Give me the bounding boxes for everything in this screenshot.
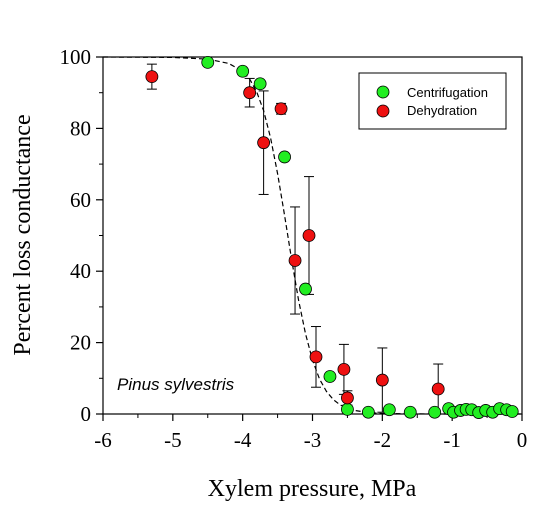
data-point-dehydration [431,382,445,396]
data-point-centrifugation [505,405,519,418]
y-tick-label: 40 [70,259,91,283]
legend-marker-dehydration [376,104,390,118]
data-point-dehydration [274,102,288,116]
data-point-centrifugation [299,282,312,296]
y-axis-title: Percent loss conductance [10,114,36,355]
x-tick-label: -2 [374,428,392,452]
legend-marker-centrifugation [376,85,390,99]
x-tick-label: -4 [234,428,252,452]
legend-box [358,72,507,130]
data-point-centrifugation [361,405,375,419]
y-tick-label: 0 [81,402,92,426]
legend: Centrifugation Dehydration [358,72,507,130]
x-tick-label: -5 [164,428,182,452]
y-tick-label: 60 [70,188,91,212]
data-point-centrifugation [253,77,267,91]
data-point-centrifugation [341,402,354,416]
data-point-centrifugation [201,55,215,69]
species-annotation: Pinus sylvestris [117,375,235,394]
data-point-dehydration [309,350,323,364]
y-tick-label: 100 [60,45,92,69]
legend-label-centrifugation: Centrifugation [407,85,488,100]
x-tick-label: -3 [304,428,322,452]
x-tick-label: -1 [443,428,461,452]
data-point-dehydration [288,254,302,267]
x-axis-title: Xylem pressure, MPa [208,476,417,502]
data-point-centrifugation [382,403,396,417]
y-tick-label: 80 [70,116,91,140]
data-point-centrifugation [236,64,250,78]
x-tick-label: 0 [517,428,528,452]
data-point-dehydration [341,391,354,405]
x-tick-label: -6 [94,428,112,452]
data-point-dehydration [145,70,159,84]
legend-label-dehydration: Dehydration [407,103,477,118]
data-point-dehydration [243,86,257,100]
data-point-centrifugation [403,405,417,419]
data-point-centrifugation [323,370,337,383]
data-point-centrifugation [428,405,442,419]
data-point-dehydration [337,362,351,376]
data-point-centrifugation [278,150,291,164]
data-point-dehydration [375,373,389,387]
y-tick-label: 20 [70,331,91,355]
data-point-dehydration [302,229,316,242]
data-point-dehydration [257,136,271,150]
